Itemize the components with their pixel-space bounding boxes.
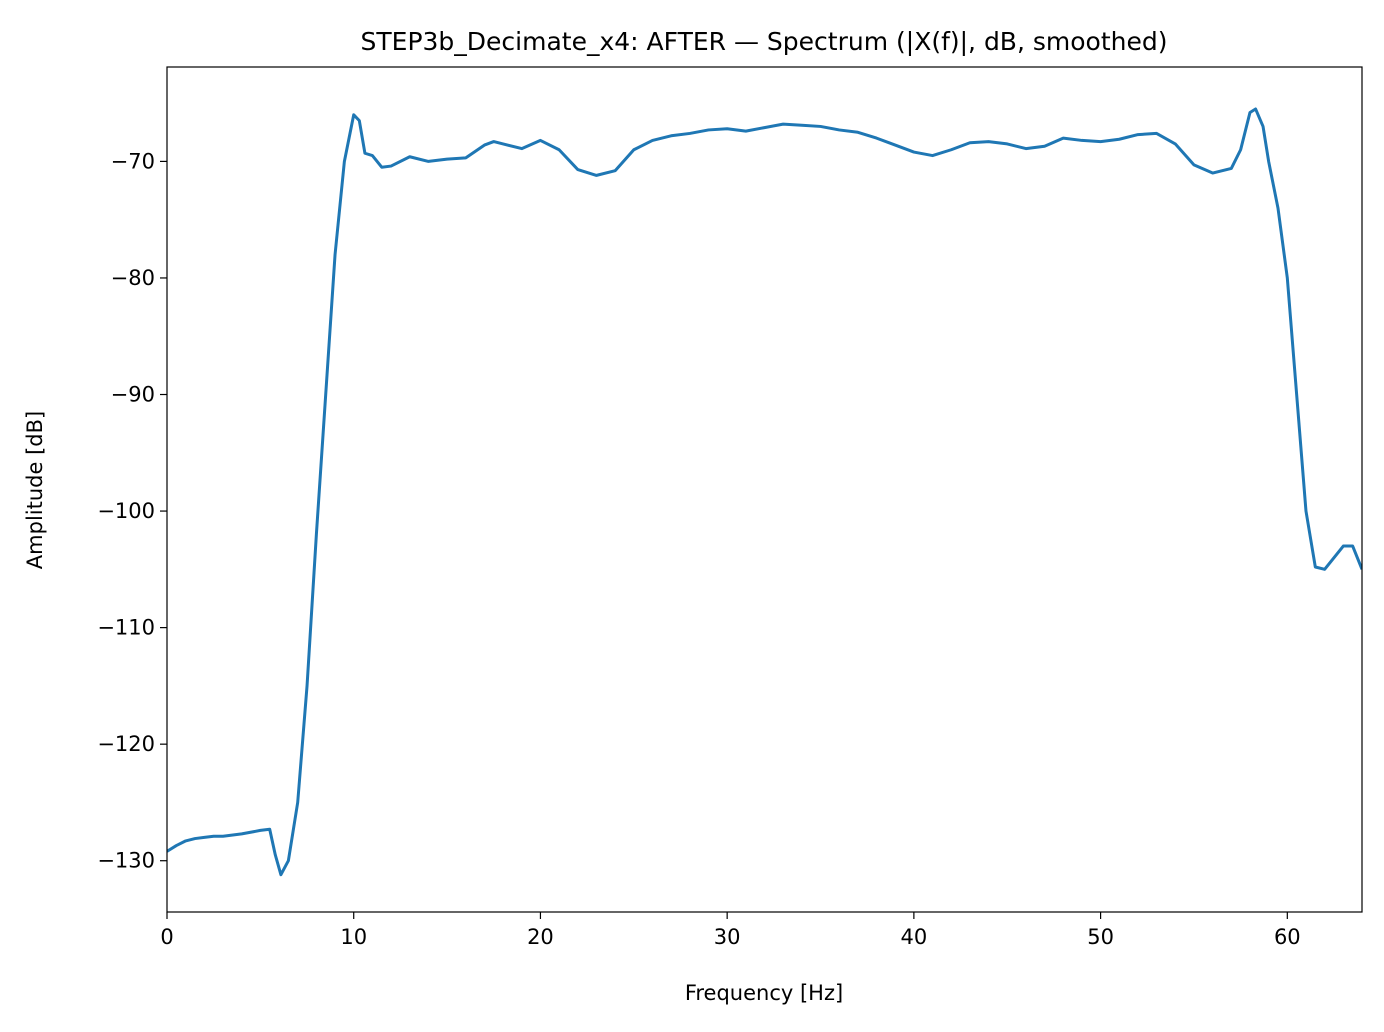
data-line bbox=[167, 107, 1362, 877]
chart-title: STEP3b_Decimate_x4: AFTER — Spectrum (|X… bbox=[361, 27, 1168, 56]
x-tick-label: 10 bbox=[340, 925, 367, 949]
y-tick-label: −70 bbox=[111, 149, 155, 173]
y-tick-label: −90 bbox=[111, 383, 155, 407]
x-tick-label: 30 bbox=[714, 925, 741, 949]
x-tick-label: 60 bbox=[1274, 925, 1301, 949]
y-axis-label: Amplitude [dB] bbox=[23, 411, 47, 569]
y-tick-label: −100 bbox=[97, 499, 155, 523]
y-tick-label: −80 bbox=[111, 266, 155, 290]
x-tick-label: 40 bbox=[901, 925, 928, 949]
x-tick-label: 20 bbox=[527, 925, 554, 949]
plot-frame bbox=[166, 66, 1363, 913]
x-tick-label: 0 bbox=[160, 925, 173, 949]
y-tick-label: −120 bbox=[97, 732, 155, 756]
y-tick-label: −130 bbox=[97, 849, 155, 873]
y-tick-label: −110 bbox=[97, 616, 155, 640]
x-axis-label: Frequency [Hz] bbox=[685, 981, 843, 1005]
x-tick-label: 50 bbox=[1087, 925, 1114, 949]
